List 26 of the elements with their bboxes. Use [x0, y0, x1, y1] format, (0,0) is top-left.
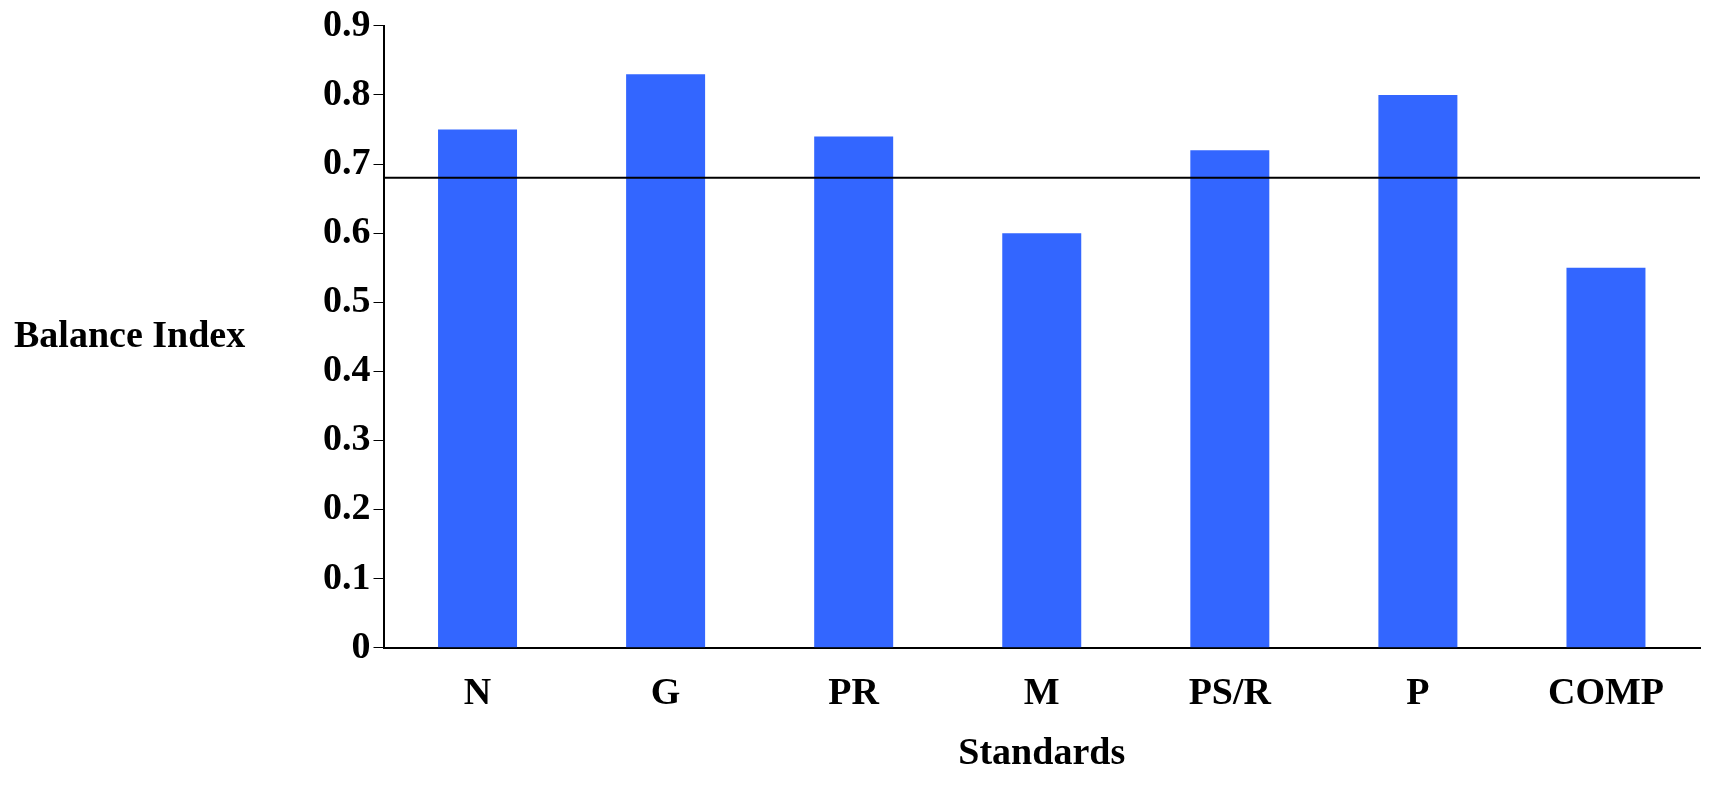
- bar: [1002, 233, 1082, 648]
- x-tick-label: PS/R: [1188, 670, 1272, 713]
- x-tick-label: P: [1406, 670, 1430, 713]
- x-tick-label: COMP: [1547, 670, 1664, 713]
- y-tick-label: 0: [351, 623, 371, 666]
- y-tick-label: 0.2: [323, 485, 371, 528]
- y-tick-label: 0.1: [323, 554, 371, 597]
- bar: [438, 129, 518, 648]
- bar: [1378, 94, 1458, 648]
- y-tick-label: 0.4: [323, 347, 371, 390]
- bar: [1190, 150, 1270, 648]
- x-tick-label: M: [1023, 670, 1060, 713]
- y-tick-label: 0.7: [323, 139, 371, 182]
- y-tick-label: 0.6: [323, 208, 371, 251]
- bar: [1566, 267, 1646, 648]
- bar: [814, 136, 894, 648]
- y-tick-label: 0.9: [323, 1, 371, 44]
- y-tick-label: 0.3: [323, 416, 371, 459]
- y-axis-title: Balance Index: [14, 312, 246, 355]
- x-tick-label: PR: [828, 670, 880, 713]
- x-axis-title: Standards: [958, 730, 1126, 773]
- bar: [626, 74, 706, 648]
- y-tick-label: 0.8: [323, 70, 371, 113]
- x-tick-label: G: [650, 670, 681, 713]
- y-tick-label: 0.5: [323, 278, 371, 321]
- x-tick-label: N: [463, 670, 492, 713]
